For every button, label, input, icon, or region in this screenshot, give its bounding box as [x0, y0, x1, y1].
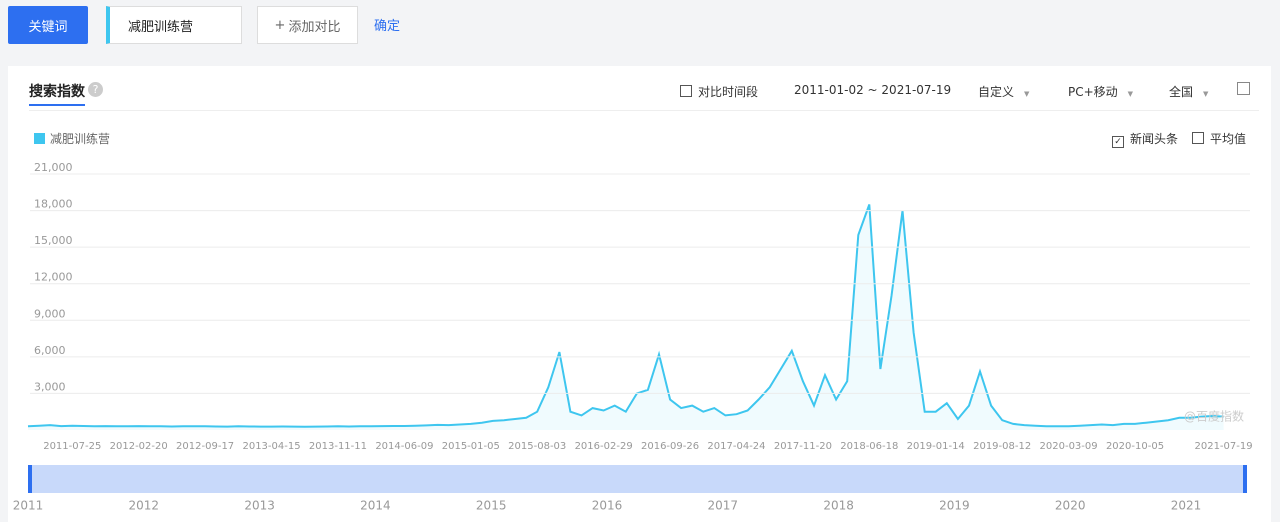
region-label: 全国 — [1169, 85, 1194, 99]
x-tick-label: 2019-01-14 — [907, 441, 965, 452]
keyword-input[interactable]: 减肥训练营 — [106, 6, 242, 44]
x-tick-label: 2021-07-19 — [1194, 441, 1252, 452]
checkbox — [680, 85, 692, 97]
date-range[interactable]: 2011-01-02 ~ 2021-07-19 — [794, 83, 952, 97]
line — [27, 204, 1224, 428]
area — [28, 204, 1224, 430]
keyword-button[interactable]: 关键词 — [8, 6, 88, 44]
navigator-year-label: 2017 — [708, 499, 739, 513]
y-tick-label: 21,000 — [34, 161, 73, 174]
y-tick-label: 18,000 — [34, 198, 73, 211]
y-tick-label: 12,000 — [34, 271, 73, 284]
compare-period[interactable]: 对比时间段 — [680, 83, 758, 100]
y-tick-label: 6,000 — [34, 344, 66, 357]
x-tick-label: 2017-11-20 — [774, 441, 832, 452]
x-tick-label: 2019-08-12 — [973, 441, 1031, 452]
navigator-year-label: 2021 — [1171, 499, 1202, 513]
x-tick-label: 2015-08-03 — [508, 441, 566, 452]
x-tick-label: 2011-07-25 — [43, 441, 101, 452]
x-tick-label: 2016-02-29 — [575, 441, 633, 452]
navigator-year-label: 2019 — [939, 499, 970, 513]
navigator-year-label: 2014 — [360, 499, 391, 513]
x-tick-label: 2012-02-20 — [110, 441, 168, 452]
device-label: PC+移动 — [1068, 85, 1118, 99]
y-tick-label: 3,000 — [34, 380, 66, 393]
x-tick-label: 2014-06-09 — [375, 441, 433, 452]
plus-icon: + — [274, 17, 286, 33]
x-tick-label: 2020-03-09 — [1040, 441, 1098, 452]
compare-period-label: 对比时间段 — [698, 85, 759, 99]
x-tick-label: 2017-04-24 — [707, 441, 765, 452]
average[interactable]: 平均值 — [1192, 130, 1246, 147]
x-tick-label: 2016-09-26 — [641, 441, 699, 452]
divider — [29, 110, 1259, 111]
news-headlines-label: 新闻头条 — [1130, 132, 1179, 146]
legend-label: 减肥训练营 — [50, 132, 111, 146]
checkbox — [1192, 132, 1204, 144]
x-tick-label: 2018-06-18 — [840, 441, 898, 452]
navigator-year-label: 2020 — [1055, 499, 1086, 513]
tab[interactable]: 搜索指数 — [29, 84, 85, 100]
navigator-year-label: 2016 — [592, 499, 623, 513]
navigator-year-label: 2013 — [244, 499, 275, 513]
navigator-handle[interactable] — [1243, 465, 1247, 493]
legend[interactable]: 减肥训练营 — [34, 130, 110, 147]
card — [8, 66, 1271, 522]
navigator-handle[interactable] — [28, 465, 32, 493]
y-tick-label: 15,000 — [34, 234, 73, 247]
average-label: 平均值 — [1210, 132, 1247, 146]
region[interactable]: 全国 ▼ — [1169, 85, 1209, 99]
custom[interactable]: 自定义 ▼ — [978, 85, 1030, 99]
device[interactable]: PC+移动 ▼ — [1068, 85, 1134, 99]
add-compare-label: 添加对比 — [288, 19, 341, 35]
y-tick-label: 9,000 — [34, 307, 66, 320]
navigator-year-label: 2012 — [129, 499, 160, 513]
x-tick-label: 2013-11-11 — [309, 441, 367, 452]
tab-underline — [29, 104, 85, 106]
navigator-year-label: 2018 — [823, 499, 854, 513]
navigator-year-label: 2011 — [13, 499, 44, 513]
export-icon[interactable] — [1237, 82, 1250, 95]
add-compare[interactable]: + 添加对比 — [257, 6, 358, 44]
x-tick-label: 2012-09-17 — [176, 441, 234, 452]
navigator-window[interactable] — [30, 465, 1246, 493]
x-tick-label: 2013-04-15 — [242, 441, 300, 452]
navigator-year-label: 2015 — [476, 499, 507, 513]
x-tick-label: 2020-10-05 — [1106, 441, 1164, 452]
custom-label: 自定义 — [978, 85, 1015, 99]
x-tick-label: 2015-01-05 — [442, 441, 500, 452]
checkbox: ✓ — [1112, 136, 1124, 148]
news-headlines[interactable]: ✓ 新闻头条 — [1112, 130, 1178, 148]
watermark: @百度指数 — [1184, 409, 1244, 424]
legend-swatch — [34, 133, 45, 144]
confirm[interactable]: 确定 — [374, 19, 401, 34]
help-icon[interactable]: ? — [88, 82, 103, 97]
